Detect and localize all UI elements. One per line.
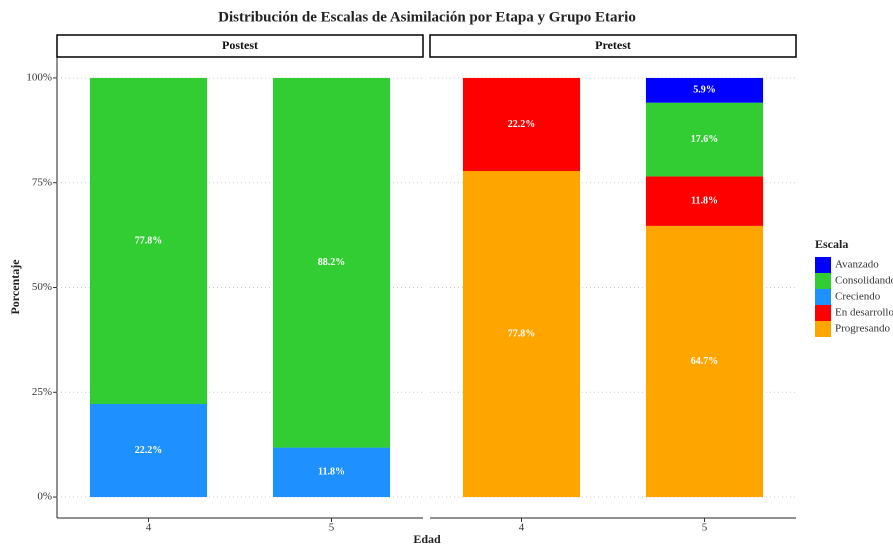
data-label: 17.6% [691,134,719,145]
legend-title: Escala [815,237,848,251]
y-tick-label: 25% [32,386,52,398]
x-tick-label: 5 [702,522,708,534]
legend-key [815,321,831,337]
strip-label: Postest [222,38,258,52]
y-tick-label: 0% [37,491,52,503]
data-label: 22.2% [508,119,536,130]
y-tick-label: 75% [32,176,52,188]
strip [56,34,424,58]
bar-segment [89,77,208,405]
chart-title: Distribución de Escalas de Asimilación p… [218,9,636,25]
legend-key [815,273,831,289]
y-tick-label: 100% [26,71,52,83]
y-axis-label: Porcentaje [8,259,22,315]
legend-key [815,257,831,273]
data-label: 88.2% [318,257,346,268]
x-axis-label: Edad [413,532,441,546]
data-label: 11.8% [691,195,718,206]
legend-key [815,289,831,305]
legend-label: Creciendo [835,291,881,303]
legend-label: En desarrollo [835,307,893,319]
bar-segment [89,404,208,498]
data-label: 64.7% [691,356,719,367]
legend-label: Consolidando [835,275,893,287]
bar-segment [462,77,581,171]
legend-key [815,305,831,321]
strip-label: Pretest [595,38,631,52]
bar-segment [272,447,391,498]
legend-label: Progresando [835,323,890,335]
data-label: 5.9% [693,85,716,96]
legend-label: Avanzado [835,259,879,271]
bar-segment [462,170,581,498]
data-label: 11.8% [318,467,345,478]
bar-segment [272,77,391,448]
data-label: 77.8% [508,328,536,339]
data-label: 22.2% [135,445,163,456]
y-tick-label: 50% [32,281,52,293]
bar-segment [645,225,764,498]
strip [429,34,797,58]
x-tick-label: 5 [329,522,335,534]
x-tick-label: 4 [519,522,525,534]
bar-segment [645,102,764,177]
bar-segment [645,176,764,226]
data-label: 77.8% [135,235,163,246]
bar-segment [645,77,764,103]
x-tick-label: 4 [146,522,152,534]
